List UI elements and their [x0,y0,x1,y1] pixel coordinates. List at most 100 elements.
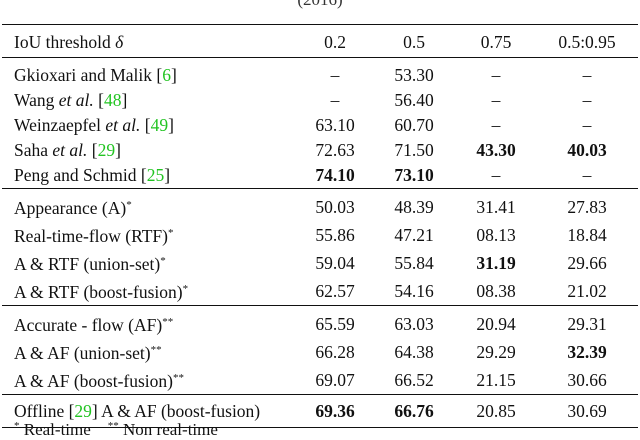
score-cell: 29.29 [476,341,516,362]
score-cell: 08.38 [476,280,516,301]
score-cell: – [582,165,592,185]
method-label: Saha et al. [14,140,88,160]
table-row: Weinzaepfel et al. [49] 63.10 60.70 – – [2,113,638,138]
method-name: Gkioxari and Malik [6] [14,65,177,85]
table-row: Accurate - flow (AF)** 65.59 63.03 20.94 29.… [2,305,638,338]
table-row: Real-time-flow (RTF)* 55.86 47.21 08.13 18.8… [2,221,638,249]
method-name: Saha et al. [29] [14,140,121,160]
citation-link[interactable]: 6 [162,65,171,85]
score-cell: – [491,165,501,185]
score-cell: 74.10 [315,165,355,185]
method-name: A & AF (union-set)** [2,338,298,366]
method-label: Wang et al. [14,90,94,110]
score-cell: 50.03 [298,188,372,221]
score-cell: 55.86 [315,224,355,245]
footnote-mark-1: * [14,420,20,432]
header-0.75: 0.75 [456,24,536,58]
citation-link[interactable]: 25 [146,165,165,185]
table-row: Gkioxari and Malik [6] – 53.30 – – [2,58,638,89]
score-cell: 29.31 [536,305,638,338]
table-row: Appearance (A)* 50.03 48.39 31.41 27.83 [2,188,638,221]
score-cell: 55.84 [394,252,434,273]
score-cell: 54.16 [394,280,434,301]
footnote-nonrealtime: Non real-time [118,420,218,439]
score-cell: 71.50 [394,140,434,160]
score-cell: – [582,115,592,135]
score-cell: 30.66 [567,369,607,390]
score-cell: 66.28 [315,341,355,362]
method-name: A & RTF (boost-fusion)* [2,277,298,306]
score-cell: 62.57 [315,280,355,301]
score-cell: 66.76 [372,394,456,428]
score-cell: 66.52 [394,369,434,390]
table-row: Offline [29] A & AF (boost-fusion) 69.36 6… [2,394,638,428]
method-name: Real-time-flow (RTF)* [2,221,298,249]
footnote-mark-2: ** [107,420,119,432]
score-cell: 72.63 [315,140,355,160]
table-row: Peng and Schmid [25] 74.10 73.10 – – [2,163,638,189]
header-0.2: 0.2 [298,24,372,58]
score-cell: 21.15 [476,369,516,390]
score-cell: 69.36 [298,394,372,428]
citation-link[interactable]: 29 [97,140,116,160]
table-header-row: IoU threshold δ 0.2 0.5 0.75 0.5:0.95 [2,24,638,58]
score-cell: – [491,115,501,135]
header-0.5: 0.5 [372,24,456,58]
table-row: A & RTF (union-set)* 59.04 55.84 31.19 29.66 [2,249,638,277]
score-cell: 31.19 [476,252,516,273]
footnote-realtime: Real-time [19,420,91,439]
score-cell: 40.03 [567,140,607,160]
header-iou-threshold: IoU threshold δ [2,24,298,58]
table-row: A & AF (union-set)** 66.28 64.38 29.29 32.39 [2,338,638,366]
score-cell: 32.39 [567,341,607,362]
score-cell: 08.13 [476,224,516,245]
method-label: Appearance (A) [14,198,127,218]
realtime-mark: ** [172,372,184,384]
score-cell: 63.10 [315,115,355,135]
score-cell: 18.84 [567,224,607,245]
score-cell: 65.59 [298,305,372,338]
score-cell: – [582,90,592,110]
score-cell: 21.02 [567,280,607,301]
header-0.5-0.95: 0.5:0.95 [536,24,638,58]
score-cell: 63.03 [372,305,456,338]
realtime-mark: * [167,227,174,239]
results-table: IoU threshold δ 0.2 0.5 0.75 0.5:0.95 Gk… [2,24,638,428]
method-label: A & AF (boost-fusion) [14,371,173,391]
realtime-mark: * [160,255,166,267]
method-name: Weinzaepfel et al. [49] [14,115,174,135]
caption-fragment: (2016) [0,0,640,10]
citation-link[interactable]: 29 [74,401,92,421]
method-label: Weinzaepfel et al. [14,115,141,135]
citation-link[interactable]: 49 [150,115,169,135]
score-cell: – [330,65,340,85]
score-cell: 59.04 [315,252,355,273]
score-cell: – [491,65,501,85]
footnote: * Real-time ** Non real-time [14,420,218,440]
realtime-mark: * [126,199,132,211]
method-name: Appearance (A)* [2,188,298,221]
method-name: A & RTF (union-set)* [2,249,298,277]
score-cell: 56.40 [394,90,434,110]
score-cell: 30.69 [536,394,638,428]
method-label: A & RTF (boost-fusion) [14,282,183,302]
method-label: Offline [14,401,65,421]
score-cell: 64.38 [394,341,434,362]
score-cell: 48.39 [372,188,456,221]
method-label: Accurate - flow (AF) [14,315,163,335]
score-cell: 69.07 [315,369,355,390]
score-cell: – [491,90,501,110]
method-label: A & AF (union-set) [14,343,151,363]
table-row: Wang et al. [48] – 56.40 – – [2,88,638,113]
realtime-mark: * [182,283,189,295]
score-cell: 47.21 [394,224,434,245]
score-cell: 53.30 [394,65,434,85]
score-cell: 20.94 [456,305,536,338]
score-cell: 73.10 [394,165,434,185]
method-name: Offline [29] A & AF (boost-fusion) [2,394,298,428]
method-name: A & AF (boost-fusion)** [2,366,298,395]
score-cell: 43.30 [476,140,516,160]
realtime-mark: ** [162,316,174,328]
citation-link[interactable]: 48 [103,90,122,110]
score-cell: – [330,90,340,110]
